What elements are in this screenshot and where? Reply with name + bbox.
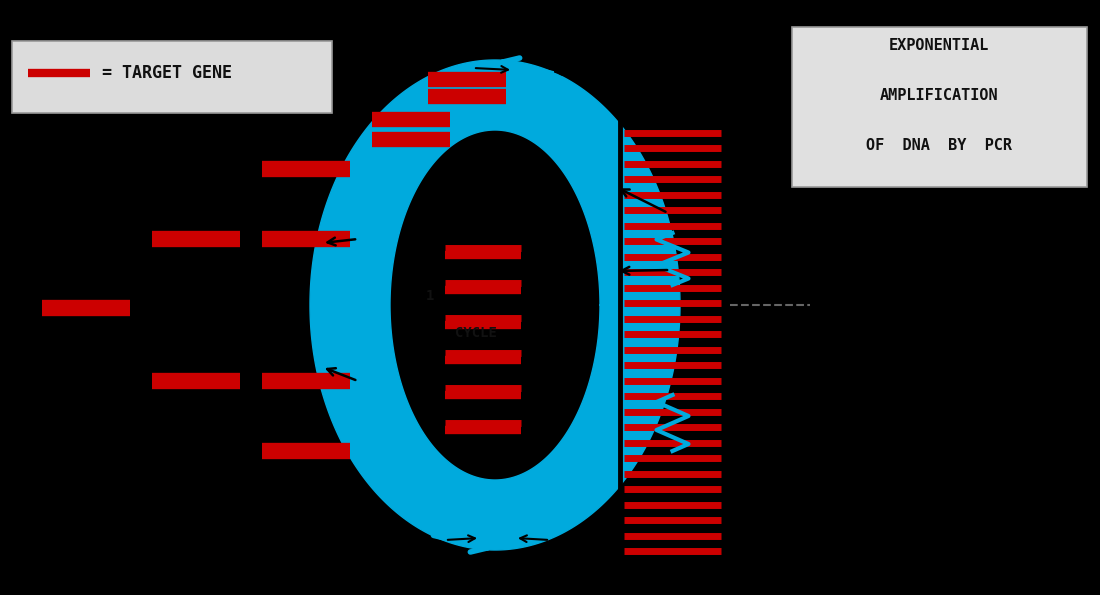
Text: EXPONENTIAL: EXPONENTIAL <box>889 37 989 52</box>
Text: = TARGET GENE: = TARGET GENE <box>102 64 232 82</box>
Text: 1: 1 <box>426 289 434 303</box>
Text: OF  DNA  BY  PCR: OF DNA BY PCR <box>866 137 1012 152</box>
FancyBboxPatch shape <box>12 41 332 113</box>
FancyBboxPatch shape <box>792 27 1087 187</box>
Text: CYCLE: CYCLE <box>455 326 497 340</box>
Polygon shape <box>310 60 680 550</box>
Text: AMPLIFICATION: AMPLIFICATION <box>880 87 999 102</box>
